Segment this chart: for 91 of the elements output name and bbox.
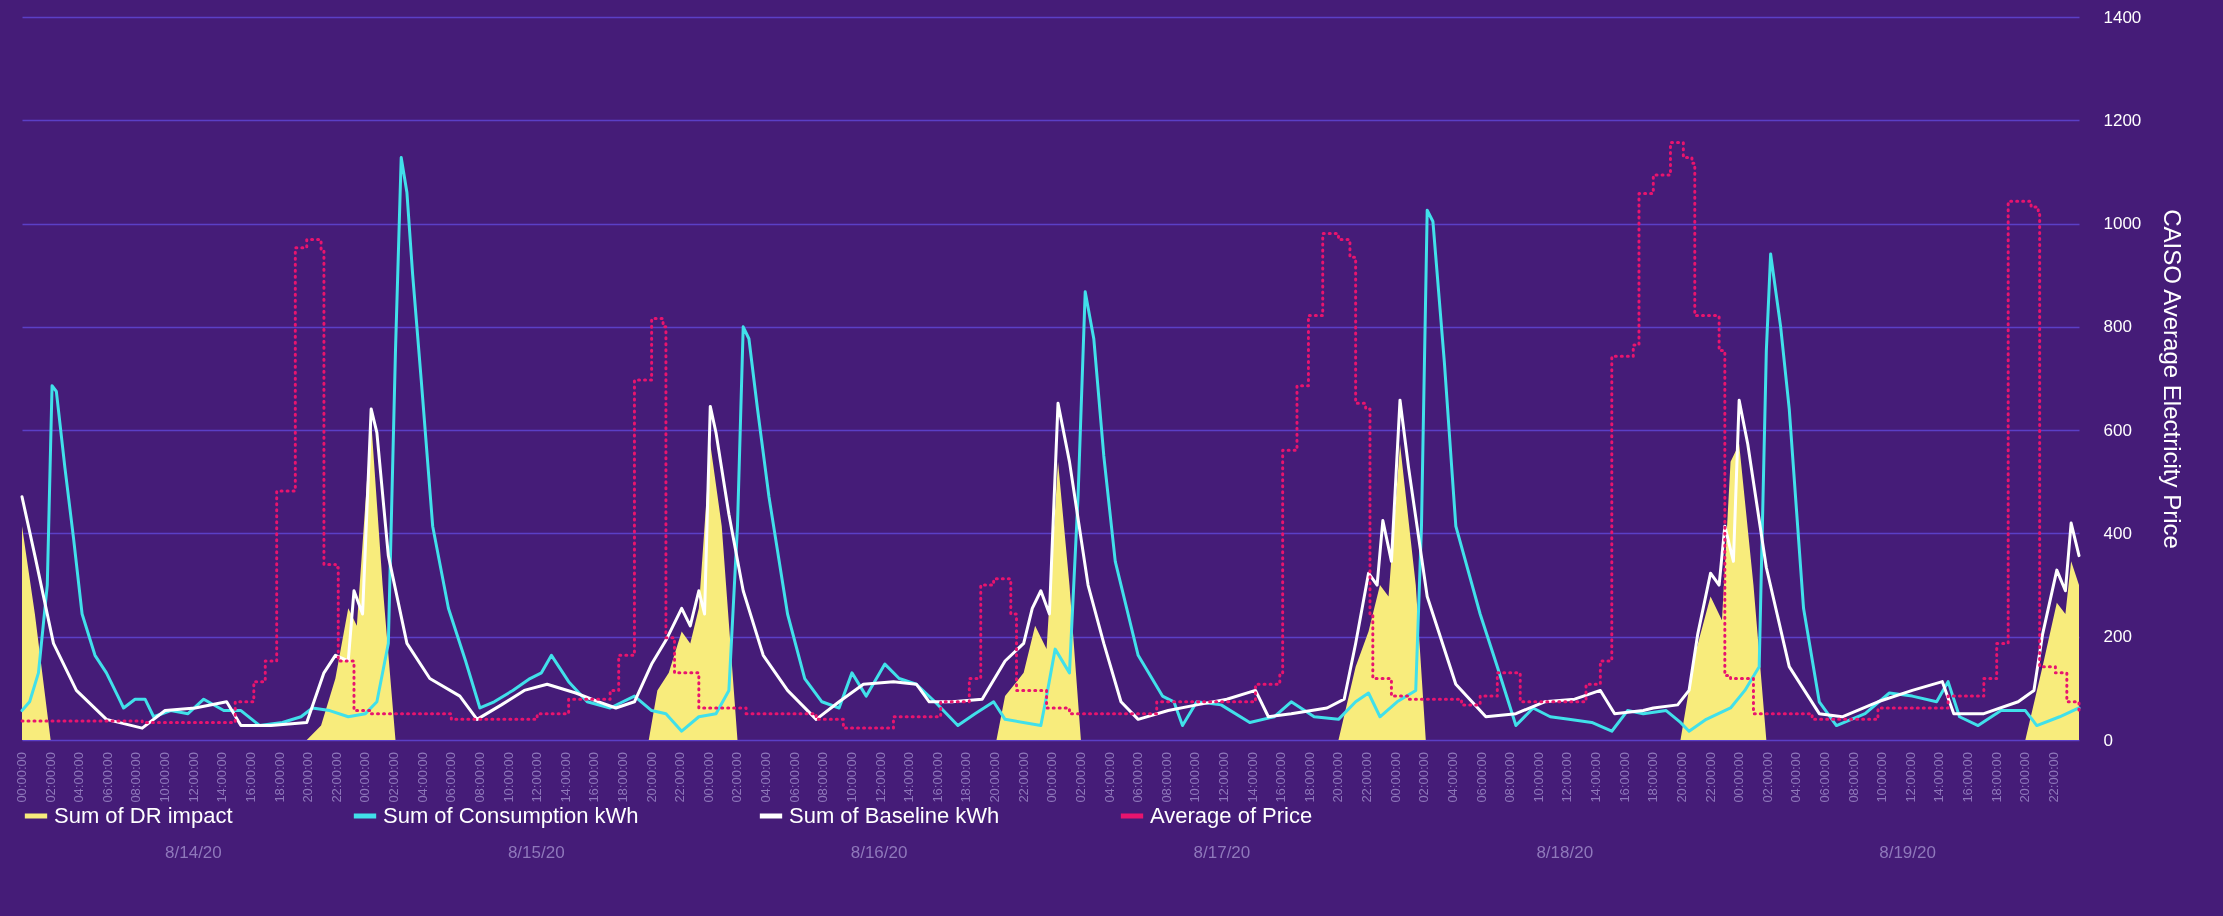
x-tick-label: 08:00:00 — [1158, 752, 1174, 803]
legend-label: Sum of DR impact — [54, 803, 233, 828]
x-tick-label: 16:00:00 — [929, 752, 945, 803]
x-tick-label: 02:00:00 — [1072, 752, 1088, 803]
x-tick-label: 22:00:00 — [2045, 752, 2061, 803]
x-tick-label: 08:00:00 — [1845, 752, 1861, 803]
x-tick-label: 14:00:00 — [214, 752, 230, 803]
y-axis-title: CAISO Average Electricity Price — [2159, 209, 2187, 549]
x-tick-label: 08:00:00 — [1502, 752, 1518, 803]
text: 8/16/20 — [850, 843, 908, 862]
x-tick-label: 12:00:00 — [1216, 752, 1231, 803]
x-tick-label: 00:00:00 — [700, 752, 716, 803]
x-tick-label: 06:00:00 — [443, 752, 459, 803]
text: 8/14/20 — [165, 843, 222, 862]
x-tick-label: 08:00:00 — [128, 752, 144, 803]
x-tick-label: 18:00:00 — [271, 752, 287, 803]
x-tick-label: 02:00:00 — [386, 752, 402, 803]
x-tick-label: 14:00:00 — [557, 752, 573, 803]
x-tick-label: 16:00:00 — [1273, 752, 1289, 803]
text: 8/15/20 — [507, 843, 565, 862]
x-tick-label: 20:00:00 — [643, 752, 659, 803]
x-tick-label: 10:00:00 — [843, 752, 859, 803]
x-tick-label: 20:00:00 — [1673, 752, 1689, 803]
text: 8/17/20 — [1193, 843, 1251, 862]
x-tick-label: 02:00:00 — [1416, 752, 1432, 803]
x-tick-label: 14:00:00 — [1244, 752, 1260, 803]
x-tick-label: 20:00:00 — [300, 752, 316, 803]
x-tick-label: 14:00:00 — [1588, 752, 1604, 803]
x-tick-label: 10:00:00 — [500, 752, 516, 803]
x-tick-label: 20:00:00 — [987, 752, 1003, 803]
y-tick-label: 800 — [2103, 317, 2132, 337]
y-tick-label: 600 — [2103, 420, 2132, 440]
x-tick-label: 22:00:00 — [1702, 752, 1718, 803]
x-tick-label: 06:00:00 — [1473, 752, 1489, 803]
x-tick-label: 10:00:00 — [1187, 752, 1203, 803]
x-tick-label: 18:00:00 — [1301, 752, 1317, 803]
y-tick-label: 1200 — [2103, 110, 2142, 130]
x-tick-label: 12:00:00 — [185, 752, 201, 803]
y-tick-label: 200 — [2103, 627, 2132, 647]
x-tick-label: 12:00:00 — [1559, 752, 1575, 803]
x-tick-label: 10:00:00 — [1530, 752, 1546, 803]
x-tick-label: 14:00:00 — [1931, 752, 1947, 803]
x-tick-label: 04:00:00 — [758, 752, 774, 803]
text: 8/19/20 — [1879, 843, 1936, 862]
x-tick-label: 00:00:00 — [1387, 752, 1403, 803]
x-tick-label: 02:00:00 — [42, 752, 58, 803]
x-tick-label: 06:00:00 — [786, 752, 802, 803]
x-tick-label: 18:00:00 — [1645, 752, 1661, 803]
x-tick-label: 12:00:00 — [872, 752, 888, 803]
x-tick-label: 08:00:00 — [471, 752, 487, 803]
x-tick-label: 20:00:00 — [1330, 752, 1346, 803]
x-tick-label: 02:00:00 — [729, 752, 745, 803]
x-tick-label: 22:00:00 — [672, 752, 688, 803]
x-tick-label: 04:00:00 — [1101, 752, 1117, 803]
x-tick-label: 10:00:00 — [1874, 752, 1890, 803]
legend-label: Sum of Consumption kWh — [383, 803, 639, 828]
x-tick-label: 04:00:00 — [1444, 752, 1460, 803]
x-tick-label: 12:00:00 — [529, 752, 545, 803]
x-tick-label: 16:00:00 — [1616, 752, 1632, 803]
y-tick-label: 0 — [2103, 730, 2113, 750]
x-tick-label: 22:00:00 — [328, 752, 344, 803]
text: 8/18/20 — [1536, 843, 1594, 862]
x-tick-label: 22:00:00 — [1015, 752, 1031, 803]
x-tick-label: 22:00:00 — [1359, 752, 1375, 803]
x-tick-label: 04:00:00 — [414, 752, 430, 803]
x-tick-label: 12:00:00 — [1902, 752, 1918, 803]
x-tick-label: 06:00:00 — [1817, 752, 1833, 803]
y-tick-label: 400 — [2103, 523, 2132, 543]
x-tick-label: 10:00:00 — [157, 752, 173, 803]
x-tick-label: 16:00:00 — [242, 752, 258, 803]
x-tick-label: 00:00:00 — [14, 752, 29, 803]
x-tick-label: 04:00:00 — [71, 752, 87, 803]
x-tick-label: 06:00:00 — [99, 752, 115, 803]
y-tick-label: 1000 — [2103, 214, 2142, 234]
x-tick-label: 18:00:00 — [615, 752, 630, 803]
x-tick-label: 06:00:00 — [1130, 752, 1146, 803]
x-tick-label: 14:00:00 — [901, 752, 917, 803]
x-tick-label: 18:00:00 — [1988, 752, 2004, 803]
x-tick-label: 00:00:00 — [357, 752, 373, 803]
legend-label: Average of Price — [1150, 803, 1313, 828]
y-tick-label: 1400 — [2103, 7, 2142, 27]
x-tick-label: 02:00:00 — [1759, 752, 1775, 803]
x-tick-label: 20:00:00 — [2017, 752, 2033, 803]
x-tick-label: 04:00:00 — [1788, 752, 1804, 803]
x-tick-label: 18:00:00 — [958, 752, 974, 803]
x-tick-label: 08:00:00 — [815, 752, 831, 803]
x-tick-label: 16:00:00 — [1960, 752, 1976, 803]
x-tick-label: 00:00:00 — [1044, 752, 1060, 803]
x-tick-label: 16:00:00 — [586, 752, 602, 803]
x-tick-label: 00:00:00 — [1731, 752, 1747, 803]
legend-label: Sum of Baseline kWh — [789, 803, 1000, 828]
